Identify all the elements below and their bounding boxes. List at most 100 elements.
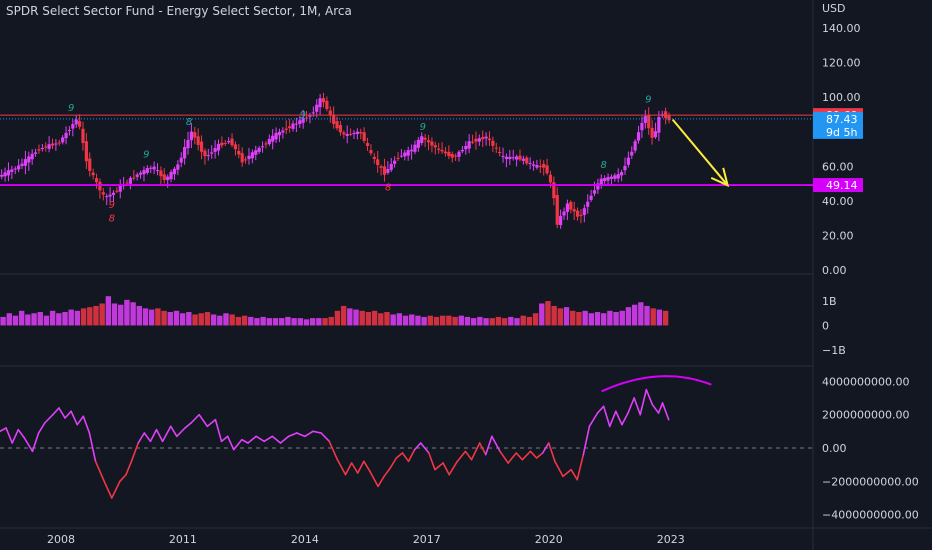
candle[interactable] — [240, 153, 244, 163]
candle[interactable] — [575, 210, 580, 217]
candle[interactable] — [152, 166, 156, 170]
candle[interactable] — [657, 117, 661, 133]
candle[interactable] — [430, 141, 434, 146]
candle[interactable] — [81, 128, 85, 143]
candle[interactable] — [416, 139, 420, 148]
candle[interactable] — [426, 140, 431, 143]
candle[interactable] — [603, 178, 607, 182]
candle[interactable] — [250, 152, 254, 159]
candle[interactable] — [23, 159, 28, 166]
candle[interactable] — [40, 147, 44, 149]
candle[interactable] — [94, 178, 99, 183]
candle[interactable] — [98, 181, 102, 191]
candle[interactable] — [481, 136, 485, 140]
candle[interactable] — [457, 151, 461, 157]
candle[interactable] — [538, 165, 542, 167]
candle[interactable] — [396, 157, 400, 159]
candle[interactable] — [325, 100, 329, 110]
candle[interactable] — [572, 209, 576, 212]
candle[interactable] — [145, 168, 149, 173]
candle[interactable] — [423, 137, 427, 140]
candle[interactable] — [413, 144, 417, 152]
candle[interactable] — [284, 128, 288, 130]
candle[interactable] — [277, 132, 282, 136]
candle[interactable] — [247, 155, 251, 160]
candle[interactable] — [569, 201, 573, 210]
candle[interactable] — [342, 132, 346, 135]
candle[interactable] — [298, 120, 302, 125]
candle[interactable] — [484, 136, 488, 139]
candle[interactable] — [220, 142, 224, 146]
candle[interactable] — [281, 130, 285, 133]
candle[interactable] — [227, 141, 231, 143]
projection-arrow-head[interactable] — [710, 167, 730, 188]
candle[interactable] — [33, 152, 38, 154]
candle[interactable] — [467, 141, 471, 149]
candle[interactable] — [650, 127, 654, 138]
price-axis[interactable]: USD140.00120.00100.0080.0060.0040.0020.0… — [813, 2, 919, 522]
projection-arrow-shaft[interactable] — [671, 118, 729, 186]
candle[interactable] — [162, 174, 166, 181]
candle[interactable] — [403, 152, 407, 157]
candle[interactable] — [264, 143, 268, 145]
candle[interactable] — [464, 145, 468, 150]
candle[interactable] — [555, 194, 559, 225]
candle[interactable] — [260, 146, 265, 148]
candle[interactable] — [589, 195, 593, 200]
candle[interactable] — [474, 138, 478, 142]
candle[interactable] — [667, 114, 671, 121]
candle[interactable] — [321, 98, 326, 103]
candle[interactable] — [623, 165, 627, 171]
candle[interactable] — [318, 98, 322, 108]
candle[interactable] — [17, 165, 21, 170]
candle[interactable] — [196, 136, 200, 145]
candle[interactable] — [243, 159, 248, 161]
candle[interactable] — [138, 172, 143, 175]
candle[interactable] — [311, 112, 315, 114]
candle[interactable] — [267, 138, 271, 145]
candle[interactable] — [27, 156, 31, 163]
candle[interactable] — [508, 156, 512, 159]
price-pane[interactable]: 9 9 8 9 8 9 8 9 8 9 — [0, 92, 813, 229]
candle[interactable] — [362, 132, 366, 141]
candle[interactable] — [647, 115, 651, 129]
candle[interactable] — [183, 146, 187, 159]
candle[interactable] — [101, 192, 105, 195]
candle[interactable] — [393, 160, 397, 164]
candle[interactable] — [254, 150, 258, 155]
candle[interactable] — [382, 166, 387, 175]
candle[interactable] — [159, 170, 163, 177]
candle[interactable] — [328, 110, 332, 115]
candle[interactable] — [386, 169, 390, 173]
candle[interactable] — [135, 174, 139, 177]
candle[interactable] — [166, 176, 170, 181]
candle[interactable] — [10, 169, 14, 172]
candle[interactable] — [301, 117, 305, 123]
candle[interactable] — [389, 163, 393, 170]
candle[interactable] — [365, 142, 370, 147]
candle[interactable] — [271, 135, 275, 142]
candle[interactable] — [315, 104, 319, 112]
candle[interactable] — [518, 155, 522, 160]
candle[interactable] — [609, 176, 614, 179]
candle[interactable] — [105, 196, 109, 198]
candle[interactable] — [67, 130, 72, 132]
candle[interactable] — [643, 116, 647, 123]
candle[interactable] — [199, 141, 204, 152]
candle[interactable] — [203, 150, 207, 157]
candle[interactable] — [213, 148, 217, 152]
candle[interactable] — [172, 168, 177, 175]
candle[interactable] — [409, 149, 414, 152]
candle[interactable] — [592, 190, 597, 194]
candle[interactable] — [78, 121, 82, 127]
candle[interactable] — [6, 170, 11, 176]
candle[interactable] — [548, 174, 553, 183]
candle[interactable] — [355, 131, 359, 135]
candle[interactable] — [3, 172, 7, 177]
candle[interactable] — [13, 168, 17, 170]
candle[interactable] — [477, 138, 481, 142]
candle[interactable] — [525, 157, 529, 164]
candle[interactable] — [616, 174, 620, 179]
candle[interactable] — [552, 182, 556, 199]
